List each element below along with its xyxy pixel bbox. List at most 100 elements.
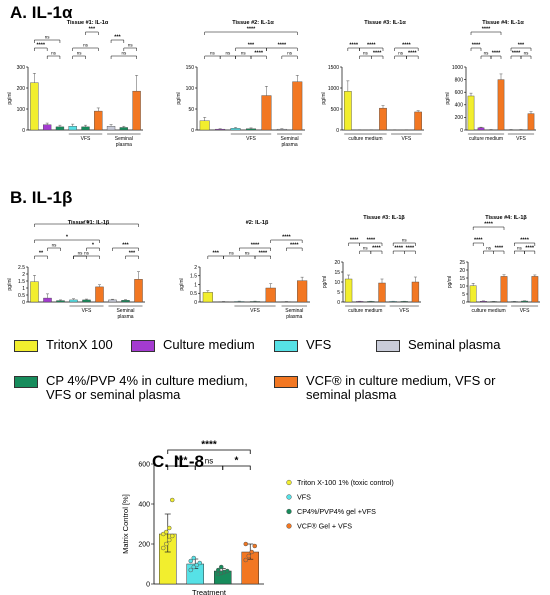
group-label: VFS (250, 308, 260, 314)
panel-title: #2: IL-1β (246, 220, 269, 226)
significance-label: ns (363, 246, 369, 251)
y-tick-label: 600 (138, 462, 150, 469)
legend-item-vcf: VCF® in culture medium, VFS or seminal p… (274, 374, 529, 402)
significance-bracket (510, 47, 532, 51)
legend-label: TritonX 100 (46, 337, 113, 352)
y-tick-label: 50 (188, 107, 194, 113)
significance-label: ns (241, 51, 247, 56)
significance-label: **** (290, 243, 299, 249)
legend-swatch (274, 376, 298, 388)
significance-bracket (359, 242, 383, 246)
y-tick-label: 0 (194, 300, 197, 306)
significance-bracket (524, 250, 536, 254)
legend-swatch (376, 340, 400, 352)
x-axis-label: Treatment (192, 588, 227, 595)
significance-label: **** (520, 238, 529, 244)
bar (68, 126, 77, 131)
significance-bracket (493, 250, 505, 254)
y-tick-label: 10 (334, 280, 340, 286)
bar (344, 91, 352, 131)
group-label: VFS (82, 308, 92, 314)
bar (81, 126, 90, 131)
section-a-label: A. IL-1α (10, 3, 73, 22)
group-label: VFS (81, 136, 91, 142)
legend-label: VCF® in culture medium, VFS or seminal p… (306, 373, 496, 402)
legend-item-vfs: VFS (274, 338, 331, 352)
significance-bracket (483, 250, 494, 254)
legend-swatch (14, 340, 38, 352)
significance-bracket (250, 55, 267, 59)
significance-bracket (194, 465, 224, 470)
bar (367, 301, 375, 303)
data-point (188, 558, 193, 564)
significance-label: ns (517, 246, 523, 251)
significance-label: **** (349, 43, 358, 49)
bar (55, 126, 65, 131)
significance-bracket (219, 55, 236, 59)
significance-bracket (254, 255, 271, 259)
legend-item-culture: Culture medium (131, 338, 255, 352)
y-tick-label: 0 (146, 582, 150, 589)
legend-label: Culture medium (163, 337, 255, 352)
significance-bracket (404, 250, 416, 254)
significance-bracket (239, 247, 271, 251)
bar (30, 82, 39, 131)
y-tick-label: 1 (194, 282, 197, 288)
significance-label: ns (77, 51, 83, 56)
y-tick-label: 0 (336, 128, 339, 134)
significance-label: *** (213, 251, 220, 257)
bar (344, 278, 353, 303)
significance-label: ns (484, 51, 490, 56)
significance-bracket (34, 39, 61, 43)
significance-label: **** (472, 43, 481, 49)
chart-panel-5: Tissue #1: IL-1β 00.511.522.5 pg/ml VFS Semi… (7, 219, 145, 320)
group-label: VFS (516, 136, 526, 142)
significance-bracket (72, 47, 99, 51)
data-point (167, 525, 172, 531)
y-tick-label: 100 (17, 107, 26, 113)
group-label: VFS (520, 308, 530, 314)
significance-label: ns (78, 251, 84, 256)
data-point (188, 567, 193, 573)
group-label: culture medium (469, 136, 503, 142)
y-tick-label: 0 (460, 128, 463, 134)
significance-bracket (472, 226, 505, 230)
significance-label: **** (406, 246, 415, 252)
significance-bracket (281, 55, 298, 59)
significance-label: **** (247, 27, 256, 33)
significance-label: **** (372, 246, 381, 252)
significance-label: ns (51, 51, 57, 56)
significance-label: **** (394, 246, 403, 252)
significance-label: **** (367, 238, 376, 244)
bar (467, 95, 475, 131)
bar (94, 110, 103, 131)
y-tick-label: 5 (337, 290, 340, 296)
y-axis-label: pg/ml (179, 278, 185, 290)
y-tick-label: 150 (186, 65, 195, 71)
bar (477, 127, 485, 131)
group-label: plasma (286, 314, 302, 320)
significance-label: ns (84, 251, 90, 256)
y-tick-label: 5 (462, 292, 465, 298)
y-axis-label: pg/ml (447, 276, 453, 288)
y-axis-label: pg/ml (321, 92, 327, 104)
bar (199, 120, 210, 131)
significance-label: ns (402, 238, 408, 243)
section-b-label: B. IL-1β (10, 188, 73, 207)
y-tick-label: 100 (186, 86, 195, 92)
data-point (249, 549, 254, 555)
significance-label: **** (525, 246, 534, 252)
significance-bracket (406, 55, 419, 59)
significance-label: **** (408, 51, 417, 57)
significance-bracket (110, 39, 125, 43)
significance-label: *** (114, 35, 121, 41)
significance-label: ns (524, 51, 530, 56)
significance-bracket (359, 55, 372, 59)
group-label: Seminal (115, 136, 133, 142)
significance-bracket (371, 55, 384, 59)
bar (30, 281, 39, 303)
panel-title: Tissue #1: IL-1α (67, 20, 109, 26)
bar (134, 279, 143, 303)
